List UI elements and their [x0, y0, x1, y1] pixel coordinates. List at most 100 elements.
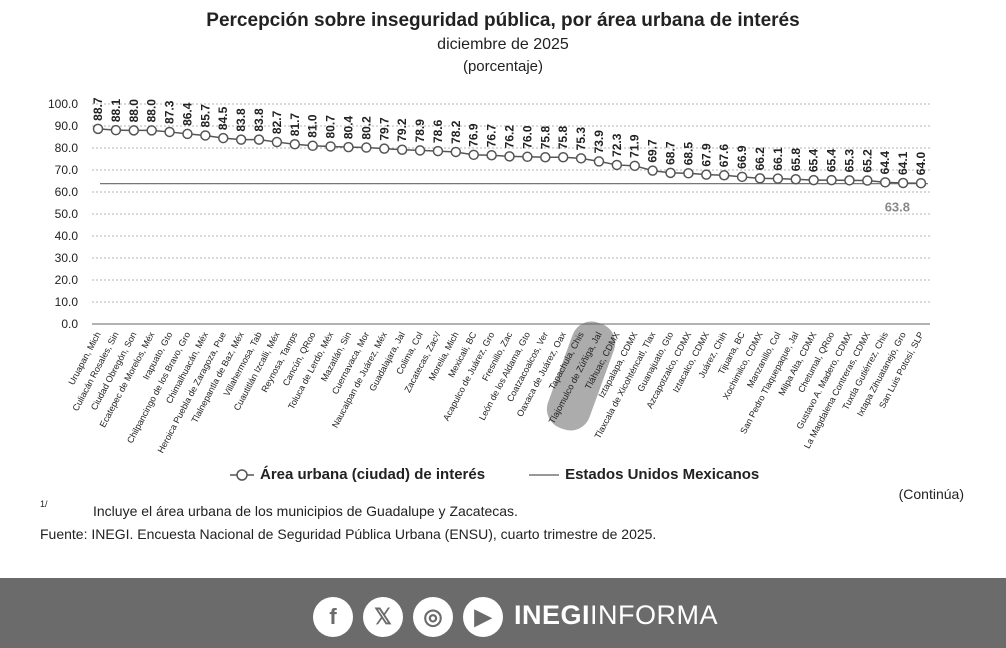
y-tick-label: 60.0	[55, 185, 79, 199]
data-label: 79.7	[377, 117, 391, 141]
y-tick-label: 40.0	[55, 229, 79, 243]
data-point	[629, 160, 640, 172]
data-label: 64.4	[878, 151, 892, 175]
data-point	[128, 125, 140, 136]
y-tick-label: 90.0	[55, 119, 79, 133]
data-point	[414, 145, 426, 156]
data-point	[647, 165, 658, 176]
data-label: 65.4	[825, 148, 839, 172]
data-point	[879, 177, 891, 188]
legend-item-national: Estados Unidos Mexicanos	[529, 466, 759, 483]
data-label: 82.7	[270, 110, 284, 134]
data-point	[718, 170, 730, 181]
chart-unit-label: (porcentaje)	[462, 58, 544, 75]
data-point	[701, 169, 712, 180]
data-label: 76.0	[520, 125, 534, 149]
data-point	[915, 177, 927, 189]
data-point	[217, 132, 229, 144]
data-label: 68.5	[681, 142, 695, 166]
y-tick-label: 30.0	[55, 251, 79, 265]
data-point	[164, 126, 175, 138]
data-label: 83.8	[234, 108, 248, 132]
highlight-marker	[546, 321, 616, 431]
data-point	[182, 128, 193, 140]
instagram-icon[interactable]: ◎	[413, 597, 453, 637]
data-point	[754, 173, 766, 184]
data-label: 80.7	[324, 115, 338, 139]
data-label: 68.7	[664, 141, 678, 165]
line-chart: 0.0 10.0 20.0 30.0 40.0 50.0 60.0 70.0 80.0 90.0 1…	[48, 97, 930, 455]
data-point	[432, 145, 444, 157]
data-label: 71.9	[628, 134, 642, 158]
data-point	[307, 140, 318, 152]
data-point	[540, 151, 551, 163]
data-point	[468, 149, 479, 161]
data-label: 76.7	[485, 124, 499, 148]
data-point	[522, 151, 533, 163]
data-label: 64.0	[914, 152, 928, 176]
data-label: 73.9	[592, 130, 606, 154]
data-label: 66.1	[771, 147, 785, 171]
data-label: 79.2	[395, 118, 409, 142]
continua-label: (Continúa)	[898, 486, 964, 502]
data-label: 66.2	[753, 147, 767, 171]
legend-label-national: Estados Unidos Mexicanos	[565, 466, 760, 483]
x-icon[interactable]: 𝕏	[363, 597, 403, 637]
data-label: 65.3	[842, 149, 856, 173]
youtube-icon[interactable]: ▶	[463, 597, 503, 637]
legend-item-city: Área urbana (ciudad) de interés	[230, 466, 485, 483]
y-tick-label: 50.0	[55, 207, 79, 221]
y-tick-label: 0.0	[61, 317, 78, 331]
data-label: 69.7	[646, 139, 660, 163]
data-point	[396, 144, 408, 156]
data-point	[862, 175, 873, 186]
data-point	[450, 146, 462, 158]
data-point	[343, 141, 354, 153]
data-label: 81.0	[306, 114, 320, 138]
source-note: Fuente: INEGI. Encuesta Nacional de Segu…	[40, 526, 657, 542]
facebook-icon[interactable]: f	[313, 597, 353, 637]
footer-bar	[0, 578, 1006, 648]
data-point	[665, 167, 676, 179]
footnote-text: Incluye el área urbana de los municipios…	[93, 503, 518, 519]
national-value-label: 63.8	[885, 200, 910, 215]
data-point	[200, 130, 211, 141]
data-label: 65.8	[789, 148, 803, 172]
data-point	[486, 150, 497, 161]
data-label: 88.7	[91, 97, 105, 121]
inegi-informa-logo[interactable]: INEGIINFORMA	[514, 600, 718, 631]
social-icons: f 𝕏 ◎ ▶	[313, 597, 503, 637]
data-point	[897, 177, 909, 189]
data-point	[146, 125, 157, 136]
data-point	[593, 156, 605, 167]
data-point	[379, 143, 390, 154]
data-label: 66.9	[735, 145, 749, 169]
legend-label-city: Área urbana (ciudad) de interés	[260, 466, 486, 483]
data-label: 80.2	[359, 116, 373, 140]
data-label: 67.6	[717, 144, 731, 168]
data-label: 84.5	[216, 106, 230, 130]
data-label: 78.9	[413, 119, 427, 143]
data-label: 67.9	[699, 143, 713, 167]
brand-light: INFORMA	[590, 600, 719, 630]
data-point	[110, 124, 122, 136]
data-point	[361, 142, 372, 153]
data-point	[575, 153, 587, 164]
data-label: 76.2	[503, 125, 517, 149]
chart-title: Percepción sobre inseguridad pública, po…	[206, 10, 800, 31]
y-tick-label: 100.0	[48, 97, 78, 111]
brand-bold: INEGI	[514, 600, 591, 630]
footnote-mark: 1/	[40, 499, 48, 509]
y-tick-label: 10.0	[55, 295, 79, 309]
data-point	[826, 174, 837, 186]
footnote: 1/ Incluye el área urbana de los municip…	[40, 499, 518, 520]
data-point	[844, 175, 855, 186]
data-point	[504, 151, 515, 162]
data-label: 72.3	[610, 133, 624, 157]
data-label: 80.4	[341, 115, 355, 139]
chart-subtitle: diciembre de 2025	[437, 36, 569, 53]
y-tick-label: 70.0	[55, 163, 79, 177]
data-label: 65.2	[860, 149, 874, 173]
data-label: 86.4	[180, 102, 194, 126]
data-label: 81.7	[288, 113, 302, 137]
